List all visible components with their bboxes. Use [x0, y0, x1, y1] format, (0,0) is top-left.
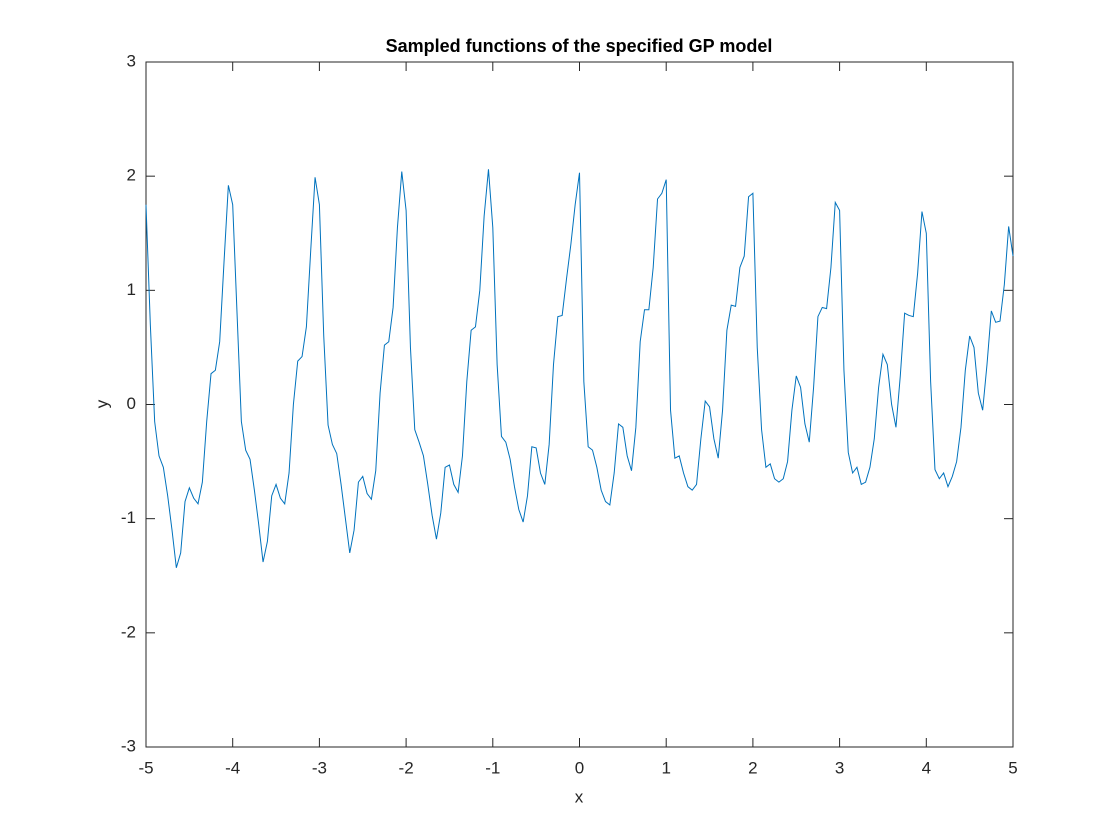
y-tick-label: 1: [127, 280, 136, 299]
data-line: [145, 169, 1014, 568]
x-tick-label: 3: [835, 758, 844, 777]
y-tick-label: 0: [127, 394, 136, 413]
x-tick-label: -2: [399, 758, 414, 777]
x-tick-label: 2: [748, 758, 757, 777]
y-tick-label: -1: [121, 508, 136, 527]
chart-title: Sampled functions of the specified GP mo…: [386, 36, 773, 56]
y-tick-label: 2: [127, 166, 136, 185]
x-tick-label: 0: [575, 758, 584, 777]
x-axis-label: x: [575, 787, 584, 806]
x-tick-label: 5: [1008, 758, 1017, 777]
plot-box: [145, 61, 1014, 748]
x-tick-label: -4: [225, 758, 240, 777]
y-tick-label: -3: [121, 736, 136, 755]
x-tick-label: -1: [485, 758, 500, 777]
x-tick-label: -3: [312, 758, 327, 777]
y-tick-label: -2: [121, 622, 136, 641]
x-tick-label: 1: [661, 758, 670, 777]
y-tick-label: 3: [127, 51, 136, 70]
x-tick-label: -5: [138, 758, 153, 777]
y-axis-label: y: [92, 399, 111, 408]
x-tick-label: 4: [922, 758, 931, 777]
